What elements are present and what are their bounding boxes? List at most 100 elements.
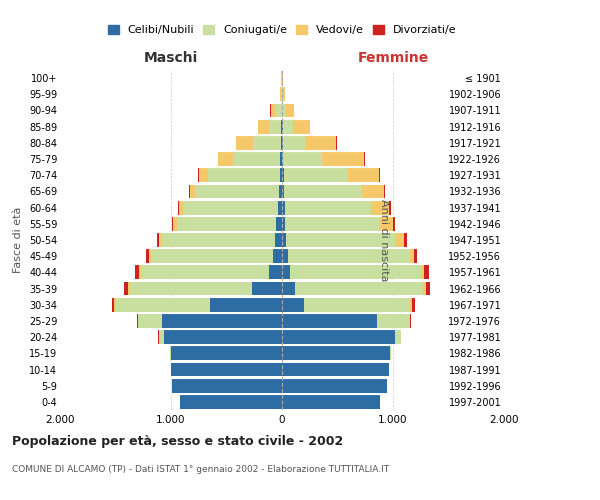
Bar [164,330,282,344]
Bar [414,250,418,263]
Bar [283,136,305,149]
Bar [283,104,286,118]
Bar [112,298,115,312]
Bar [282,330,395,344]
Bar [290,266,421,280]
Bar [304,298,410,312]
Bar [410,314,411,328]
Bar [196,184,278,198]
Bar [426,282,430,296]
Bar [146,250,149,263]
Bar [271,104,276,118]
Bar [278,200,282,214]
Bar [252,282,282,296]
Bar [258,120,269,134]
Bar [157,233,160,247]
Bar [282,298,304,312]
Bar [380,217,393,230]
Bar [280,88,281,101]
Bar [282,314,377,328]
Bar [421,266,424,280]
Bar [189,184,190,198]
Bar [282,200,285,214]
Bar [282,168,284,182]
Bar [275,233,282,247]
Y-axis label: Anni di nascita: Anni di nascita [379,198,389,281]
Text: Maschi: Maschi [144,51,198,65]
Bar [284,168,348,182]
Bar [389,346,391,360]
Bar [284,184,362,198]
Bar [199,168,208,182]
Bar [178,200,179,214]
Bar [282,362,389,376]
Bar [171,362,282,376]
Bar [287,250,410,263]
Bar [218,152,233,166]
Bar [280,168,282,182]
Bar [282,217,286,230]
Bar [410,298,412,312]
Bar [282,395,380,409]
Bar [208,168,280,182]
Bar [277,217,282,230]
Bar [384,184,385,198]
Bar [412,298,415,312]
Y-axis label: Fasce di età: Fasce di età [13,207,23,273]
Bar [173,217,176,230]
Bar [282,266,290,280]
Text: Femmine: Femmine [358,51,428,65]
Bar [280,152,282,166]
Bar [286,233,395,247]
Bar [162,314,282,328]
Bar [210,298,282,312]
Bar [162,233,275,247]
Bar [183,200,278,214]
Bar [295,282,423,296]
Bar [424,266,428,280]
Bar [180,395,282,409]
Text: Popolazione per età, sesso e stato civile - 2002: Popolazione per età, sesso e stato civil… [12,435,343,448]
Bar [176,217,277,230]
Bar [281,136,282,149]
Bar [159,330,164,344]
Bar [273,250,282,263]
Bar [141,266,269,280]
Bar [362,184,384,198]
Bar [172,217,173,230]
Bar [170,346,171,360]
Bar [286,104,294,118]
Bar [278,184,282,198]
Bar [282,88,283,101]
Legend: Celibi/Nubili, Coniugati/e, Vedovi/e, Divorziati/e: Celibi/Nubili, Coniugati/e, Vedovi/e, Di… [103,20,461,40]
Bar [285,200,371,214]
Bar [149,250,151,263]
Bar [172,379,282,392]
Bar [305,136,336,149]
Bar [282,136,283,149]
Bar [423,282,426,296]
Bar [115,298,210,312]
Bar [395,330,401,344]
Bar [138,314,162,328]
Bar [124,282,128,296]
Bar [171,346,282,360]
Bar [179,200,183,214]
Bar [269,120,281,134]
Bar [322,152,364,166]
Bar [283,152,322,166]
Bar [128,282,130,296]
Bar [410,250,414,263]
Bar [233,152,280,166]
Bar [282,282,295,296]
Bar [409,314,410,328]
Bar [130,282,252,296]
Bar [404,233,407,247]
Bar [282,233,286,247]
Bar [139,266,141,280]
Bar [286,217,380,230]
Bar [160,233,162,247]
Bar [395,233,404,247]
Bar [190,184,196,198]
Bar [282,152,283,166]
